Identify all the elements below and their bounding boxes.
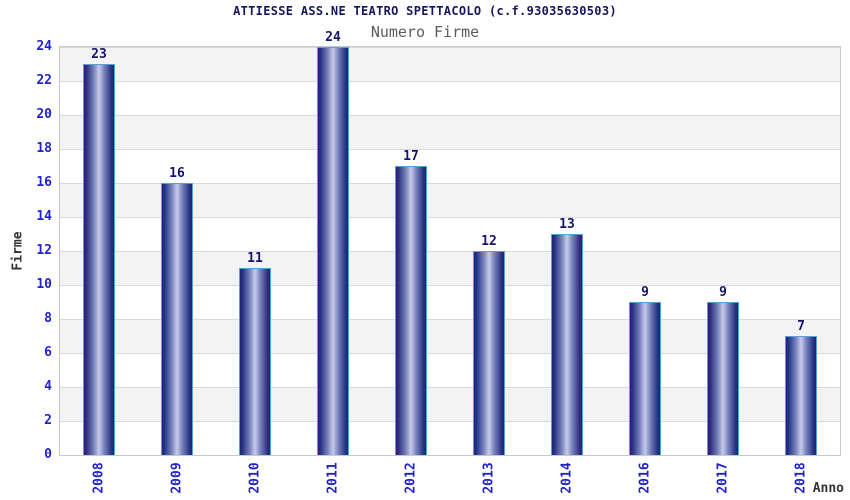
x-tick-label: 2010 [247, 462, 263, 494]
y-tick-label: 2 [44, 413, 52, 428]
chart-title: ATTIESSE ASS.NE TEATRO SPETTACOLO (c.f.9… [233, 4, 617, 18]
x-tick-label: 2018 [793, 462, 809, 494]
bar-2010 [239, 268, 271, 455]
x-axis-title: Anno [812, 481, 844, 496]
bar-value-label: 17 [403, 149, 419, 164]
bar-2013 [473, 251, 505, 455]
x-tick-label: 2016 [637, 462, 653, 494]
bar-value-label: 9 [719, 285, 727, 300]
bar-value-label: 16 [169, 166, 185, 181]
chart-subtitle: Numero Firme [370, 23, 480, 41]
y-tick-label: 16 [36, 175, 52, 190]
bar-value-label: 11 [247, 251, 263, 266]
y-tick-label: 18 [36, 141, 52, 156]
bar-value-label: 24 [325, 30, 341, 45]
bar-2011 [317, 47, 349, 455]
x-tick-label: 2013 [481, 462, 497, 494]
y-tick-label: 4 [44, 379, 52, 394]
x-tick-label: 2008 [91, 462, 107, 494]
bar-2009 [161, 183, 193, 455]
y-tick-label: 14 [36, 209, 52, 224]
bar-2012 [395, 166, 427, 455]
bar-value-label: 9 [641, 285, 649, 300]
bar-value-label: 13 [559, 217, 575, 232]
bar-value-label: 23 [91, 47, 107, 62]
bar-2018 [785, 336, 817, 455]
x-tick-label: 2009 [169, 462, 185, 494]
bar-value-label: 7 [797, 319, 805, 334]
y-tick-label: 8 [44, 311, 52, 326]
y-tick-label: 6 [44, 345, 52, 360]
x-tick-label: 2012 [403, 462, 419, 494]
bar-2014 [551, 234, 583, 455]
x-tick-label: 2014 [559, 462, 575, 494]
bar-2016 [629, 302, 661, 455]
y-tick-label: 20 [36, 107, 52, 122]
y-tick-label: 10 [36, 277, 52, 292]
bar-2017 [707, 302, 739, 455]
x-tick-label: 2011 [325, 462, 341, 494]
y-tick-label: 12 [36, 243, 52, 258]
y-tick-label: 24 [36, 39, 52, 54]
x-tick-label: 2017 [715, 462, 731, 494]
y-tick-label: 0 [44, 447, 52, 462]
bar-value-label: 12 [481, 234, 497, 249]
y-tick-label: 22 [36, 73, 52, 88]
bar-2008 [83, 64, 115, 455]
